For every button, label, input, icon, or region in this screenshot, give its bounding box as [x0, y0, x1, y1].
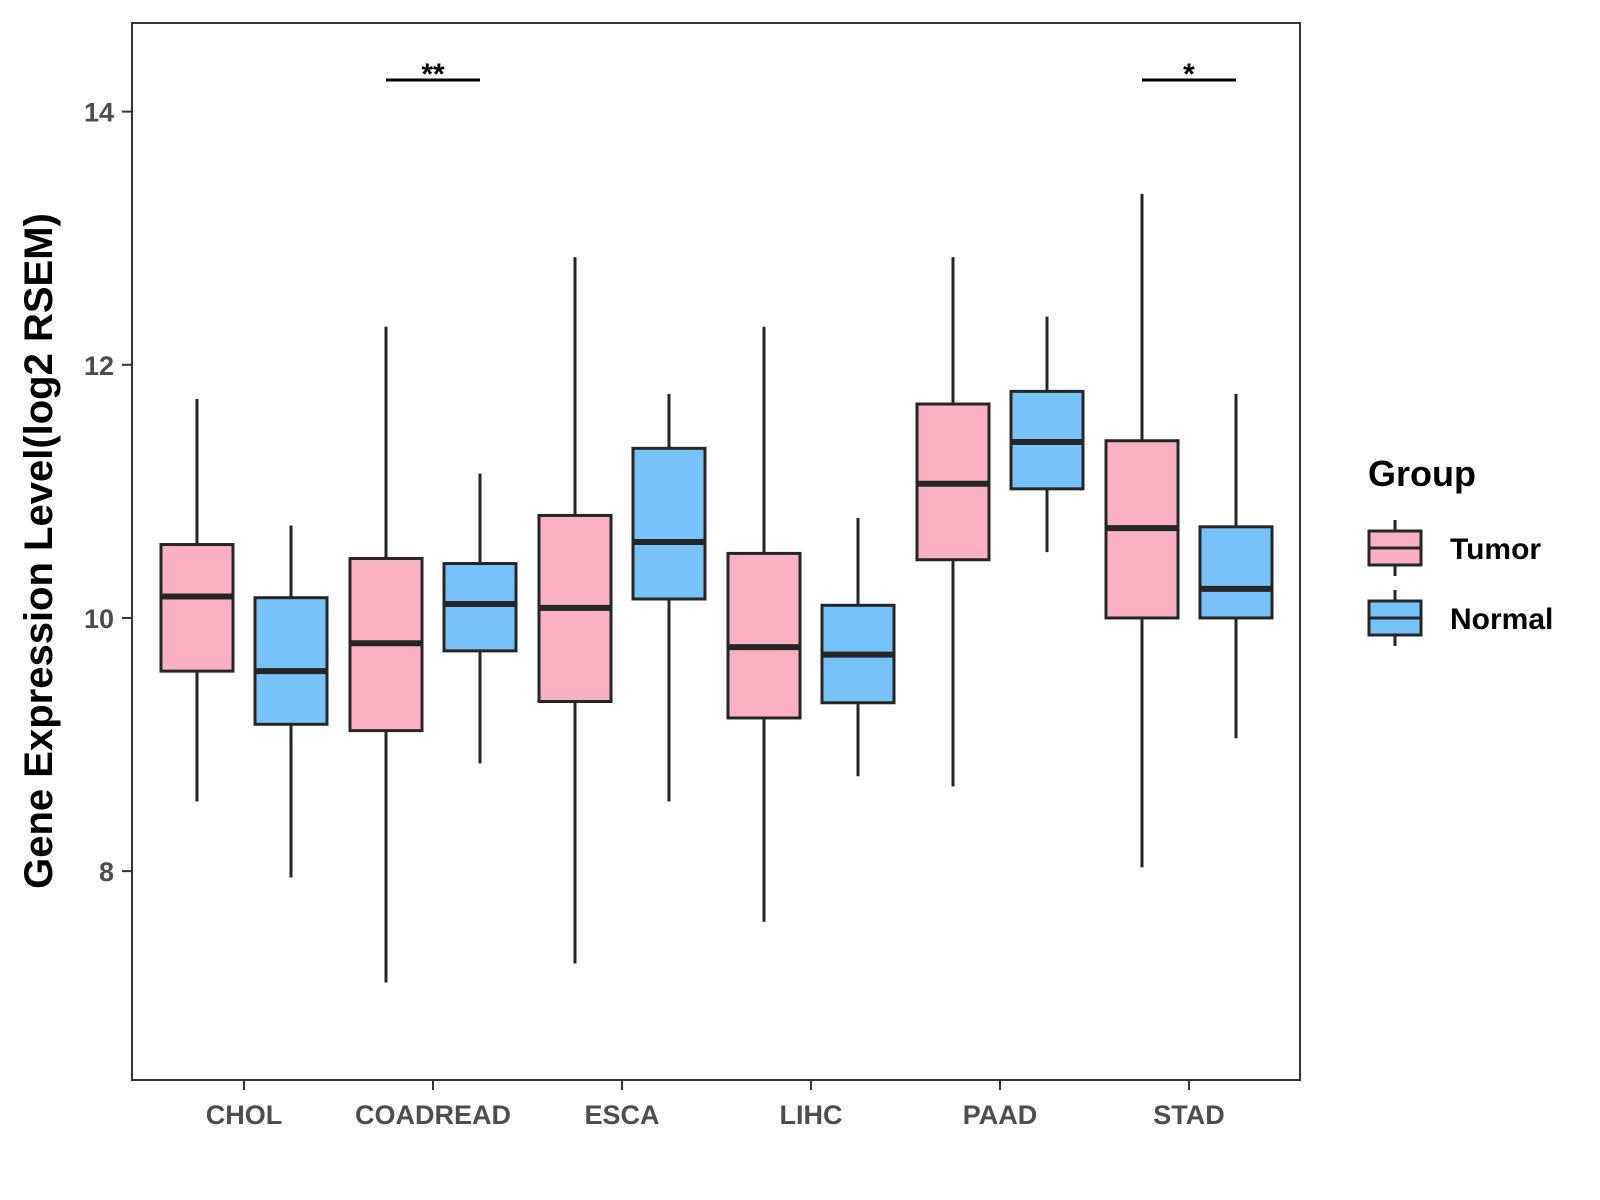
significance-label: ** [421, 58, 445, 91]
y-axis-title: Gene Expression Level(log2 RSEM) [17, 213, 61, 889]
box-body [726, 551, 802, 720]
x-tick-label-paad: PAAD [963, 1100, 1038, 1130]
box-body [631, 446, 707, 601]
box-tumor-coadread [348, 326, 424, 983]
x-tick-label-chol: CHOL [206, 1100, 283, 1130]
x-tick-label-stad: STAD [1153, 1100, 1225, 1130]
legend-entry-normal: Normal [1367, 590, 1553, 646]
y-axis: 8 10 12 14 [84, 98, 132, 887]
y-tick-label: 10 [84, 604, 114, 634]
legend: Group Tumor Normal [1367, 453, 1553, 646]
significance-annotations: ** * [386, 58, 1236, 91]
box-normal-lihc [820, 517, 896, 777]
box-tumor-stad [1104, 193, 1180, 868]
box-normal-chol [253, 525, 329, 878]
box-normal-esca [631, 393, 707, 802]
y-tick-label: 12 [84, 351, 114, 381]
y-tick-label: 8 [99, 857, 114, 887]
box-normal-paad [1009, 316, 1085, 553]
box-body [1198, 525, 1274, 620]
box-normal-stad [1198, 393, 1274, 739]
box-layer [159, 193, 1274, 983]
box-tumor-paad [915, 257, 991, 787]
legend-label-normal: Normal [1450, 603, 1553, 636]
y-tick-label: 14 [84, 98, 114, 128]
box-tumor-chol [159, 398, 235, 802]
box-tumor-lihc [726, 326, 802, 922]
legend-entry-tumor: Tumor [1367, 520, 1541, 576]
box-body [159, 543, 235, 673]
significance-label: * [1183, 58, 1195, 91]
legend-title: Group [1368, 453, 1476, 494]
legend-label-tumor: Tumor [1450, 533, 1541, 566]
box-normal-coadread [442, 473, 518, 764]
box-body [253, 596, 329, 726]
box-tumor-esca [537, 257, 613, 964]
x-tick-label-esca: ESCA [584, 1100, 659, 1130]
box-body [442, 562, 518, 653]
x-tick-label-lihc: LIHC [780, 1100, 843, 1130]
x-axis: CHOL COADREAD ESCA LIHC PAAD STAD [206, 1080, 1225, 1130]
x-tick-label-coadread: COADREAD [355, 1100, 511, 1130]
